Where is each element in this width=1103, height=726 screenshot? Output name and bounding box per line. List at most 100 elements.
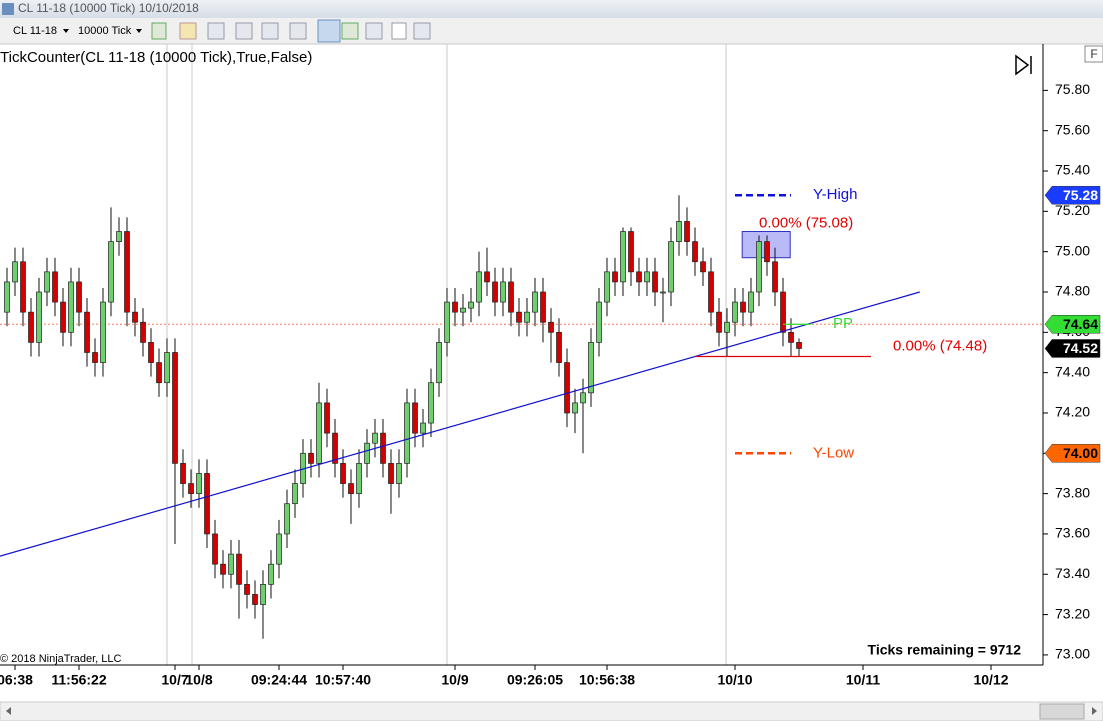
candle-body — [692, 241, 698, 263]
interval-selector[interactable]: 10000 Tick — [78, 25, 132, 37]
candle-body — [268, 563, 274, 585]
candle-body — [524, 311, 530, 323]
candle-body — [708, 271, 714, 313]
price-flag — [1044, 444, 1101, 463]
candle-body — [604, 271, 610, 303]
candle-body — [788, 331, 794, 343]
candle-body — [700, 261, 706, 273]
corner-button-label[interactable]: F — [1090, 47, 1097, 61]
candle-body — [52, 271, 58, 303]
candle-body — [468, 301, 474, 309]
candle-body — [220, 563, 226, 575]
candle-body — [172, 352, 178, 464]
candle-body — [716, 311, 722, 333]
candle-body — [68, 281, 74, 333]
dropdown-arrow[interactable] — [63, 29, 69, 33]
candle-body — [348, 483, 354, 494]
x-tick-label: 06:38 — [0, 672, 33, 688]
candle-body — [228, 553, 234, 575]
dropdown-arrow[interactable] — [136, 29, 142, 33]
instrument-selector[interactable]: CL 11-18 — [13, 25, 57, 37]
corner-button[interactable] — [1084, 45, 1103, 63]
candle-body — [308, 452, 314, 464]
candle-body — [636, 271, 642, 283]
candle-body — [284, 503, 290, 535]
ticks-remaining: Ticks remaining = 9712 — [868, 642, 1022, 658]
candle-body — [108, 241, 114, 303]
x-tick-label: 09:26:05 — [507, 672, 563, 688]
price-flag — [1044, 339, 1101, 358]
scroll-left[interactable] — [6, 707, 11, 715]
level-label: 0.00% (75.08) — [759, 215, 853, 232]
candle-body — [548, 321, 554, 333]
data-box-button[interactable] — [391, 22, 407, 40]
candle-body — [140, 321, 146, 343]
y-tick-label: 73.20 — [1055, 605, 1090, 621]
candle-body — [628, 231, 634, 273]
y-tick-label: 73.80 — [1055, 484, 1090, 500]
candle-body — [740, 301, 746, 313]
candle-body — [124, 231, 130, 313]
y-tick-label: 73.40 — [1055, 565, 1090, 581]
candle-body — [260, 584, 266, 605]
price-flag-label: 74.64 — [1063, 316, 1098, 332]
candle-body — [252, 594, 258, 605]
level-label: 0.00% (74.48) — [893, 337, 987, 354]
candle-body — [76, 281, 82, 313]
scrollbar[interactable] — [0, 701, 1103, 722]
x-tick-label: 10/11 — [846, 672, 880, 688]
candle-body — [180, 463, 186, 484]
pointer-button[interactable] — [261, 22, 279, 40]
scroll-end-button[interactable] — [1015, 54, 1032, 76]
candle-body — [516, 311, 522, 323]
zoom-button[interactable] — [289, 22, 307, 40]
y-tick-label: 74.80 — [1055, 283, 1090, 299]
x-tick-label: 10:56:38 — [579, 672, 635, 688]
x-tick-label: 10:57:40 — [315, 672, 371, 688]
y-tick-label: 75.40 — [1055, 162, 1090, 178]
properties-button[interactable] — [413, 22, 431, 40]
candle-body — [100, 301, 106, 363]
candle-body — [116, 231, 122, 242]
y-tick-label: 74.20 — [1055, 404, 1090, 420]
candle-body — [748, 291, 754, 313]
candle-body — [84, 311, 90, 353]
candle-body — [196, 473, 202, 494]
candle-body — [540, 291, 546, 323]
candle-body — [92, 352, 98, 363]
candle-body — [492, 281, 498, 303]
title-bar — [0, 0, 1103, 18]
y-tick-label: 73.00 — [1055, 646, 1090, 662]
trend-line — [0, 291, 920, 557]
candle-body — [652, 271, 658, 293]
candle-body — [60, 301, 66, 333]
app-icon — [2, 3, 14, 15]
candle-body — [340, 463, 346, 484]
crosshair-button[interactable] — [207, 22, 225, 40]
zoom-in-button[interactable] — [235, 22, 253, 40]
bar-type-button[interactable] — [151, 22, 167, 40]
candle-body — [332, 432, 338, 464]
candle-body — [188, 483, 194, 494]
price-flag-label: 75.28 — [1063, 187, 1098, 203]
chart-button[interactable] — [317, 19, 341, 43]
candle-body — [212, 533, 218, 565]
scroll-thumb[interactable] — [1039, 703, 1085, 720]
strategy-button[interactable] — [365, 22, 383, 40]
candle-body — [764, 241, 770, 263]
candle-body — [276, 533, 282, 565]
candle-body — [36, 291, 42, 343]
candle-body — [420, 422, 426, 434]
draw-button[interactable] — [179, 22, 197, 40]
candle-body — [724, 321, 730, 333]
candle-body — [668, 241, 674, 293]
scroll-right[interactable] — [1092, 707, 1097, 715]
candle-body — [620, 231, 626, 283]
price-flag-label: 74.52 — [1063, 340, 1098, 356]
copyright: © 2018 NinjaTrader, LLC — [0, 653, 121, 665]
indicator-button[interactable] — [341, 22, 359, 40]
indicator-label: TickCounter(CL 11-18 (10000 Tick),True,F… — [0, 49, 312, 66]
candle-body — [444, 301, 450, 343]
y-tick-label: 75.00 — [1055, 242, 1090, 258]
